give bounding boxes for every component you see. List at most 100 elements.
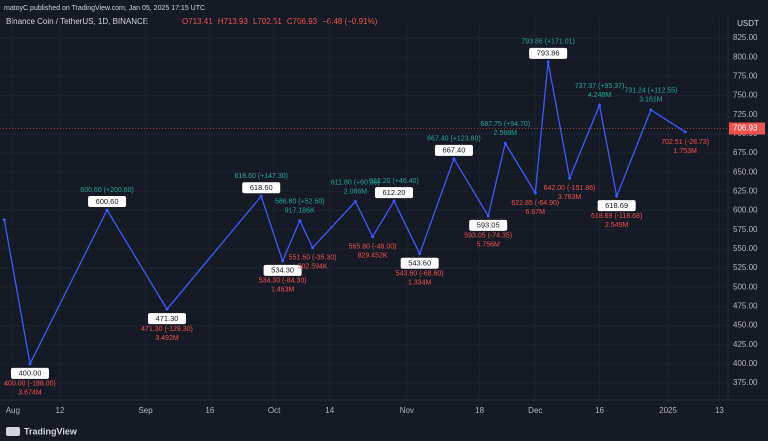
ohlc-value: H713.93 bbox=[218, 17, 249, 26]
pivot-volume: 2.086M bbox=[344, 188, 368, 195]
y-tick-label: 750.00 bbox=[733, 91, 758, 100]
y-tick-label: 675.00 bbox=[733, 148, 758, 157]
x-tick-label: 12 bbox=[55, 406, 64, 415]
y-tick-label: 600.00 bbox=[733, 206, 758, 215]
y-tick-label: 725.00 bbox=[733, 110, 758, 119]
pivot bbox=[311, 246, 315, 250]
pivot bbox=[683, 130, 687, 134]
y-tick-label: 625.00 bbox=[733, 186, 758, 195]
y-tick-label: 525.00 bbox=[733, 263, 758, 272]
pivot-change: 611.80 (+60.30) bbox=[331, 179, 380, 186]
y-tick-label: 800.00 bbox=[733, 52, 758, 61]
y-tick-label: 500.00 bbox=[733, 282, 758, 291]
pivot bbox=[503, 141, 507, 145]
pivot bbox=[281, 259, 285, 263]
y-tick-label: 400.00 bbox=[733, 359, 758, 368]
pivot-change: 667.40 (+123.80) bbox=[427, 136, 481, 143]
pivot bbox=[371, 235, 375, 239]
zigzag-line bbox=[3, 61, 686, 366]
pivot-change: 618.60 (+147.30) bbox=[234, 173, 288, 180]
pivot-box bbox=[263, 264, 302, 276]
currency: USDT bbox=[737, 19, 759, 28]
pivot-box bbox=[529, 47, 568, 59]
pivot-change: 642.00 (-151.86) bbox=[544, 185, 596, 192]
pivot-box-label: 793.86 bbox=[537, 49, 560, 58]
y-tick-label: 575.00 bbox=[733, 225, 758, 234]
y-tick-label: 650.00 bbox=[733, 167, 758, 176]
symbol: Binance Coin / TetherUS, 1D, BINANCE bbox=[6, 17, 148, 26]
last-price-badge bbox=[729, 122, 765, 135]
pivot-box bbox=[242, 182, 281, 194]
x-tick-label: Oct bbox=[268, 406, 281, 415]
pivot-volume: 3.674M bbox=[18, 390, 42, 397]
x-tick-label: 2025 bbox=[659, 406, 677, 415]
pivot-change: 565.80 (-46.00) bbox=[349, 244, 397, 251]
pivot bbox=[392, 199, 396, 203]
pivot-change: 793.86 (+171.01) bbox=[521, 39, 575, 46]
pivot-box-label: 543.60 bbox=[408, 259, 431, 268]
y-tick-label: 450.00 bbox=[733, 321, 758, 330]
pivot-volume: 3.492M bbox=[155, 335, 179, 342]
pivot-volume: 1.753M bbox=[673, 148, 697, 155]
pivot-change: 593.05 (-74.35) bbox=[464, 233, 512, 240]
pivot bbox=[28, 362, 32, 366]
y-tick-label: 775.00 bbox=[733, 71, 758, 80]
x-tick-label: Aug bbox=[6, 406, 20, 415]
pivot-box bbox=[434, 144, 473, 156]
pivot-box bbox=[148, 313, 187, 325]
pivot-box-label: 471.30 bbox=[156, 314, 179, 323]
pivot-change: 534.30 (-84.30) bbox=[259, 278, 307, 285]
pivot-volume: 2.568M bbox=[494, 130, 518, 137]
pivot bbox=[105, 208, 109, 212]
pivot bbox=[533, 191, 537, 195]
x-tick-label: Dec bbox=[528, 406, 542, 415]
pivot-volume: 829.452K bbox=[358, 253, 388, 260]
pivot-change: 543.60 (-68.60) bbox=[396, 271, 444, 278]
pivot-volume: 1.463M bbox=[271, 287, 295, 294]
pivot-box-label: 618.69 bbox=[605, 201, 628, 210]
pivot-volume: 6.67M bbox=[526, 209, 546, 216]
y-tick-label: 375.00 bbox=[733, 378, 758, 387]
pivot bbox=[598, 103, 602, 107]
pivot-volume: 502.594K bbox=[298, 264, 328, 271]
pivot bbox=[452, 157, 456, 161]
pivot bbox=[418, 252, 422, 256]
pivot-change: 551.50 (-35.30) bbox=[289, 255, 337, 262]
pivot bbox=[298, 219, 302, 223]
x-tick-label: 13 bbox=[715, 406, 724, 415]
pivot-change: 687.75 (+94.70) bbox=[481, 121, 531, 128]
pivot-box-label: 667.40 bbox=[442, 146, 465, 155]
pivot bbox=[259, 194, 263, 198]
pivot-box-label: 612.20 bbox=[382, 188, 405, 197]
pivot-volume: 4.248M bbox=[588, 92, 612, 99]
pivot bbox=[615, 194, 619, 198]
pivot bbox=[568, 176, 572, 180]
x-tick-label: Nov bbox=[400, 406, 414, 415]
pivot-volume: 3.763M bbox=[558, 194, 582, 201]
pivot bbox=[353, 199, 357, 203]
pivot-change: 400.00 (-188.00) bbox=[4, 381, 56, 388]
brand-logo bbox=[6, 427, 20, 436]
pivot-change: 600.60 (+200.60) bbox=[80, 187, 134, 194]
pivot bbox=[165, 307, 169, 311]
y-tick-label: 825.00 bbox=[733, 33, 758, 42]
x-tick-label: 14 bbox=[325, 406, 334, 415]
pivot-box-label: 593.05 bbox=[477, 221, 500, 230]
pivot-box-label: 400.00 bbox=[18, 369, 41, 378]
ohlc-value: O713.41 bbox=[182, 17, 213, 26]
pivot-box bbox=[597, 200, 636, 212]
last-price-label: 706.93 bbox=[733, 124, 758, 133]
y-tick-label: 550.00 bbox=[733, 244, 758, 253]
x-tick-label: Sep bbox=[138, 406, 153, 415]
pivot-box-label: 600.60 bbox=[96, 197, 119, 206]
pivot-box bbox=[10, 367, 49, 379]
ohlc-value: −6.48 (−0.91%) bbox=[322, 17, 377, 26]
y-tick-label: 475.00 bbox=[733, 301, 758, 310]
pivot-change: 586.80 (+52.50) bbox=[275, 198, 325, 205]
pivot-change: 471.30 (-129.30) bbox=[141, 326, 193, 333]
pivot-change: 702.51 (-28.73) bbox=[661, 139, 709, 146]
ohlc-value: L702.51 bbox=[253, 17, 282, 26]
